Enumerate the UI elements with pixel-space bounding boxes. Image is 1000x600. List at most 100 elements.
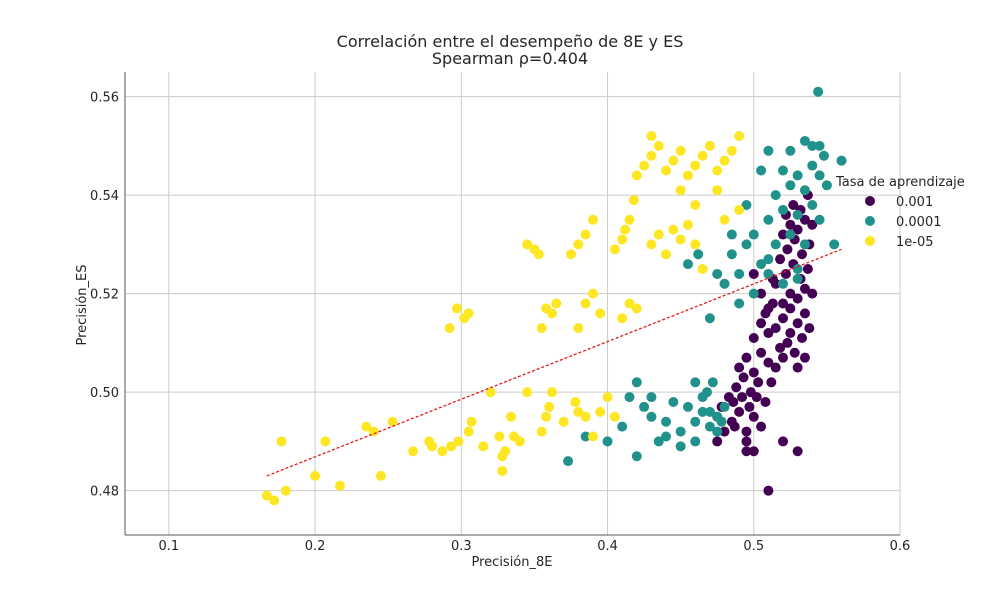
data-point xyxy=(814,170,825,181)
data-point xyxy=(785,145,796,156)
data-point xyxy=(818,150,829,161)
data-point xyxy=(792,318,803,329)
data-point xyxy=(587,214,598,225)
data-point xyxy=(500,446,511,457)
data-point xyxy=(756,288,767,299)
data-point xyxy=(387,416,398,427)
legend-label-00001: 0.0001 xyxy=(896,215,942,230)
data-point xyxy=(770,239,781,250)
data-point xyxy=(701,387,712,398)
data-point xyxy=(748,332,759,343)
axes: 0.1 0.2 0.3 0.4 0.5 0.6 0.48 0.50 0.52 0.54 0.56 xyxy=(90,72,910,554)
data-point xyxy=(748,446,759,457)
data-point xyxy=(506,411,517,422)
data-points xyxy=(261,86,847,506)
data-point xyxy=(712,165,723,176)
data-point xyxy=(310,470,321,481)
data-point xyxy=(570,397,581,408)
data-point xyxy=(799,135,810,146)
data-point xyxy=(763,268,774,279)
data-point xyxy=(719,426,730,437)
data-point xyxy=(704,313,715,324)
data-point xyxy=(485,387,496,398)
data-point xyxy=(763,328,774,339)
data-point xyxy=(573,323,584,334)
x-tick-label: 0.6 xyxy=(890,539,911,554)
y-tick-label: 0.48 xyxy=(90,485,119,500)
data-point xyxy=(741,239,752,250)
data-point xyxy=(617,234,628,245)
data-point xyxy=(653,436,664,447)
data-point xyxy=(778,436,789,447)
data-point xyxy=(792,264,803,275)
data-point xyxy=(617,421,628,432)
data-point xyxy=(690,416,701,427)
data-point xyxy=(463,308,474,319)
data-point xyxy=(741,199,752,210)
data-point xyxy=(728,397,739,408)
data-point xyxy=(814,214,825,225)
data-point xyxy=(778,313,789,324)
legend-label-0001: 0.001 xyxy=(896,195,933,210)
data-point xyxy=(682,219,693,230)
data-point xyxy=(712,185,723,196)
data-point xyxy=(799,185,810,196)
data-point xyxy=(778,165,789,176)
data-point xyxy=(785,229,796,240)
data-point xyxy=(799,283,810,294)
legend-marker-0001 xyxy=(865,196,875,206)
data-point xyxy=(368,426,379,437)
data-point xyxy=(778,229,789,240)
data-point xyxy=(737,392,748,403)
data-point xyxy=(693,249,704,260)
data-point xyxy=(558,416,569,427)
data-point xyxy=(778,278,789,289)
data-point xyxy=(785,288,796,299)
data-point xyxy=(631,170,642,181)
data-point xyxy=(533,249,544,260)
data-point xyxy=(320,436,331,447)
data-point xyxy=(802,264,813,275)
data-point xyxy=(741,436,752,447)
data-point xyxy=(719,278,730,289)
data-point xyxy=(704,406,715,417)
legend-entry-0001: 0.001 xyxy=(865,195,933,210)
data-point xyxy=(463,426,474,437)
data-point xyxy=(536,426,547,437)
data-point xyxy=(719,214,730,225)
data-point xyxy=(609,244,620,255)
data-point xyxy=(763,357,774,368)
data-point xyxy=(778,298,789,309)
data-point xyxy=(624,214,635,225)
data-point xyxy=(756,318,767,329)
data-point xyxy=(661,431,672,442)
data-point xyxy=(639,401,650,412)
data-point xyxy=(668,224,679,235)
data-point xyxy=(690,377,701,388)
data-point xyxy=(334,480,345,491)
data-point xyxy=(778,352,789,363)
data-point xyxy=(690,160,701,171)
data-point xyxy=(544,401,555,412)
x-tick-label: 0.4 xyxy=(597,539,618,554)
data-point xyxy=(631,303,642,314)
data-point xyxy=(668,397,679,408)
data-point xyxy=(748,411,759,422)
data-point xyxy=(697,150,708,161)
legend-marker-1e-05 xyxy=(865,236,875,246)
data-point xyxy=(726,249,737,260)
data-point xyxy=(437,446,448,457)
y-tick-label: 0.50 xyxy=(90,386,119,401)
data-point xyxy=(675,185,686,196)
data-point xyxy=(738,372,749,383)
data-point xyxy=(453,436,464,447)
data-point xyxy=(497,465,508,476)
x-axis-label: Precisión_8E xyxy=(472,555,553,570)
data-point xyxy=(707,377,718,388)
data-point xyxy=(668,155,679,166)
data-point xyxy=(551,298,562,309)
data-point xyxy=(653,140,664,151)
chart-title: Correlación entre el desempeño de 8E y E… xyxy=(337,32,684,51)
data-point xyxy=(675,234,686,245)
data-point xyxy=(682,170,693,181)
